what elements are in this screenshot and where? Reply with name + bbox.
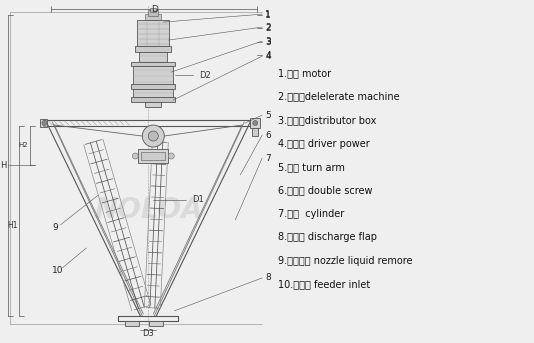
Bar (138, 149, 168, 163)
Text: 1.电机 motor: 1.电机 motor (278, 68, 331, 78)
Bar (134, 89, 174, 97)
Text: D1: D1 (192, 196, 204, 204)
Bar (134, 66, 174, 88)
Text: 10: 10 (52, 267, 64, 275)
Text: 2: 2 (265, 24, 271, 33)
Text: 2.减速朼delelerate machine: 2.减速朼delelerate machine (278, 92, 400, 102)
Text: D2: D2 (199, 71, 211, 80)
Text: D: D (151, 4, 158, 14)
Text: H: H (0, 161, 6, 169)
Text: 3: 3 (265, 38, 271, 47)
Text: 5: 5 (265, 110, 271, 120)
Bar (142, 152, 166, 160)
Text: 3: 3 (265, 37, 271, 46)
Bar (145, 14, 161, 20)
Bar (148, 10, 158, 16)
Text: 4: 4 (265, 50, 271, 60)
Text: 8.出料阀 discharge flap: 8.出料阀 discharge flap (278, 233, 377, 243)
Text: 6: 6 (265, 131, 271, 140)
Text: 1: 1 (265, 10, 271, 19)
Circle shape (253, 120, 258, 126)
Text: H1: H1 (7, 222, 18, 230)
Text: 4.传动头 driver power: 4.传动头 driver power (278, 139, 370, 149)
Bar (250, 118, 260, 128)
Bar (137, 20, 169, 46)
Bar (135, 46, 171, 52)
Text: 6.旋转轴 double screw: 6.旋转轴 double screw (278, 186, 373, 196)
Bar (131, 84, 175, 89)
Circle shape (148, 131, 158, 141)
Bar (131, 97, 175, 102)
Bar (139, 52, 167, 62)
Bar (125, 321, 139, 326)
Text: 1: 1 (265, 11, 271, 20)
Text: H2: H2 (19, 142, 28, 148)
Circle shape (168, 153, 174, 159)
Text: 3.分配筱distributor box: 3.分配筱distributor box (278, 115, 376, 125)
Bar (150, 8, 156, 12)
Text: 4: 4 (265, 51, 271, 61)
Bar (145, 102, 161, 107)
Text: 8: 8 (265, 273, 271, 282)
Text: 5.转赭 turn arm: 5.转赭 turn arm (278, 162, 345, 172)
Text: 2: 2 (265, 23, 271, 32)
Bar (252, 128, 258, 136)
Text: 9.喷液装置 nozzle liquid remore: 9.喷液装置 nozzle liquid remore (278, 256, 413, 266)
Text: 10.进料口 feeder inlet: 10.进料口 feeder inlet (278, 280, 371, 289)
Circle shape (42, 120, 47, 126)
Text: 9: 9 (52, 223, 58, 233)
Circle shape (142, 125, 164, 147)
Bar (150, 321, 163, 326)
Text: 7: 7 (265, 154, 271, 163)
Text: NOLOA: NOLOA (94, 196, 202, 224)
Bar (41, 119, 48, 127)
Text: D3: D3 (143, 329, 154, 339)
Bar (131, 62, 175, 66)
Text: 7.筒体  cylinder: 7.筒体 cylinder (278, 209, 344, 219)
Circle shape (132, 153, 138, 159)
